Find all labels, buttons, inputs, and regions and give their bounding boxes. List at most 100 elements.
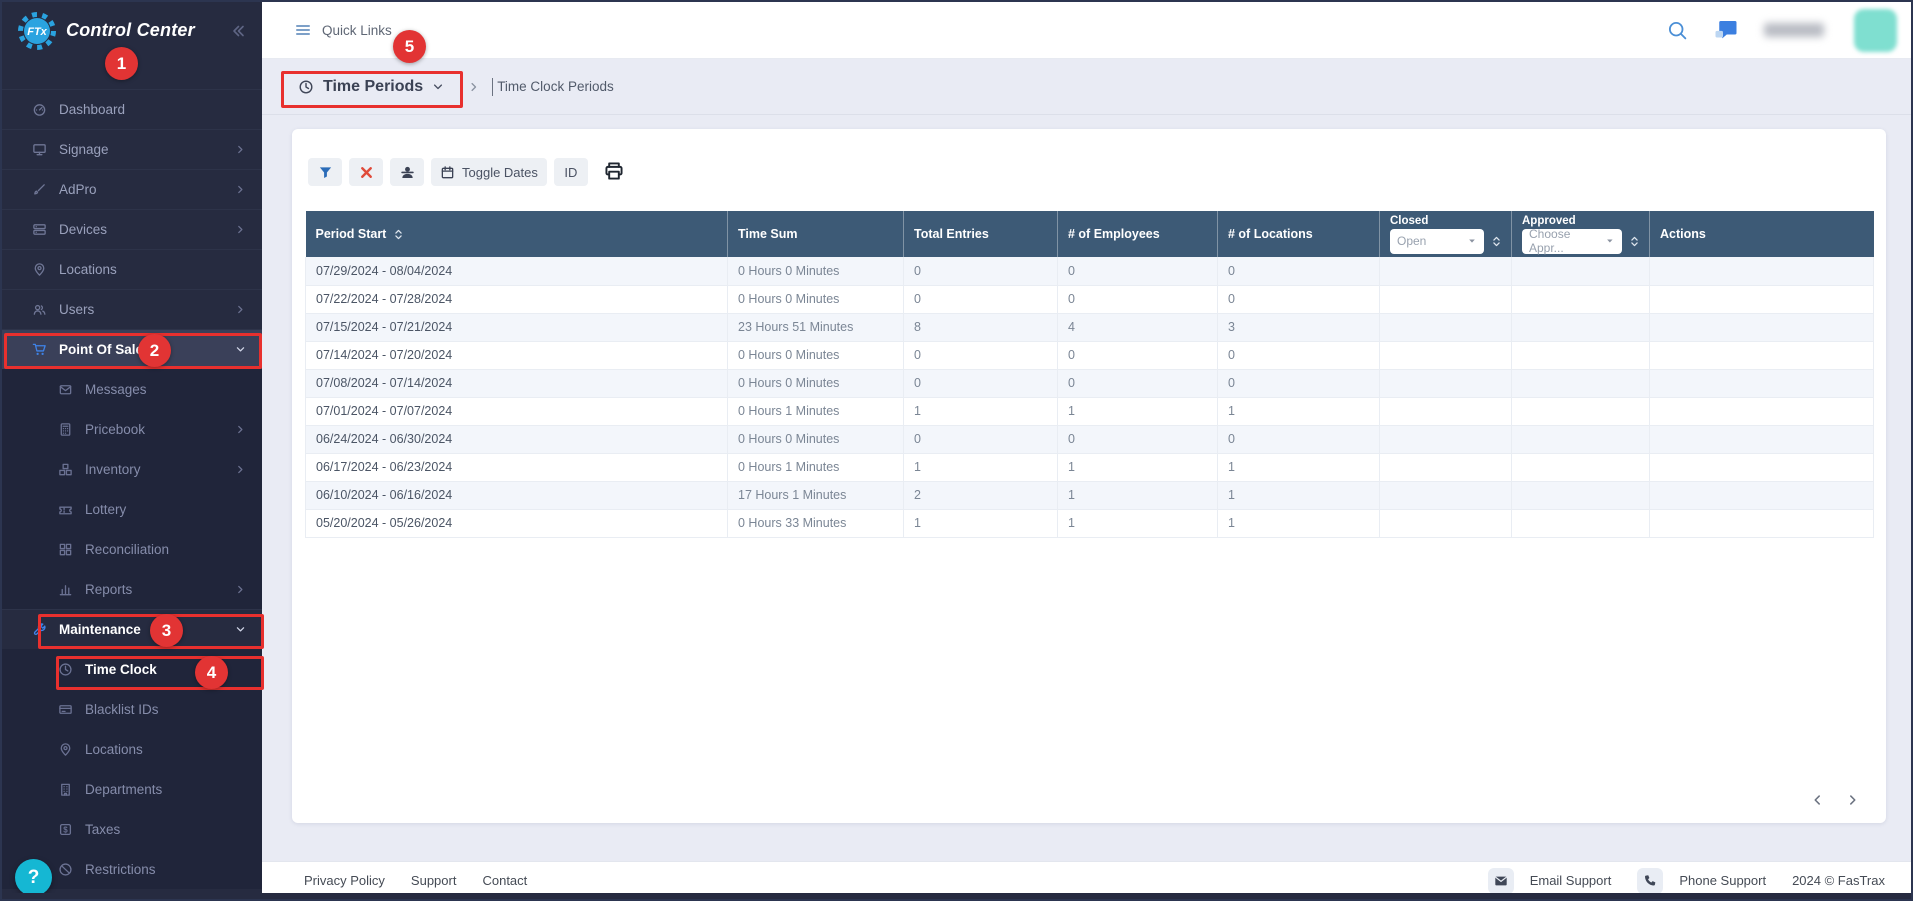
time-periods-table: Period Start Time Sum Total Entries # of… [305, 211, 1874, 538]
approved-filter-select[interactable]: Choose Appr... [1522, 227, 1622, 255]
sidebar-item-taxes[interactable]: $ Taxes [2, 809, 262, 849]
copyright: 2024 © FasTrax [1792, 873, 1885, 888]
actions-cell [1649, 425, 1874, 454]
sidebar-item-label: Departments [85, 781, 163, 797]
sidebar-item-adpro[interactable]: AdPro [2, 169, 262, 209]
next-page-button[interactable] [1846, 789, 1868, 811]
messages-icon [58, 382, 73, 397]
time-clock-periods-card: Toggle Dates ID [292, 129, 1886, 823]
contact-link[interactable]: Contact [482, 873, 528, 888]
sidebar-item-lottery[interactable]: Lottery [2, 489, 262, 529]
closed-cell [1379, 257, 1512, 286]
sidebar-collapse-icon[interactable] [230, 23, 246, 39]
email-support-link[interactable]: Email Support [1529, 873, 1612, 888]
approved-cell [1511, 369, 1650, 398]
employees-cell: 0 [1057, 257, 1218, 286]
closed-cell [1379, 313, 1512, 342]
search-icon[interactable] [1667, 20, 1688, 41]
quick-links-button[interactable]: Quick Links [294, 22, 392, 38]
actions-cell [1649, 369, 1874, 398]
location-icon [58, 742, 73, 757]
table-row[interactable]: 07/22/2024 - 07/28/2024 0 Hours 0 Minutes… [305, 285, 1874, 314]
total-entries-cell: 0 [903, 369, 1058, 398]
time-periods-dropdown[interactable]: Time Periods [294, 72, 454, 102]
approved-sort-icon[interactable] [1628, 235, 1641, 248]
table-row[interactable]: 07/29/2024 - 08/04/2024 0 Hours 0 Minutes… [305, 257, 1874, 286]
time-sum-cell: 0 Hours 1 Minutes [727, 453, 904, 482]
clear-filters-button[interactable] [349, 158, 383, 186]
col-locations: # of Locations [1217, 211, 1380, 257]
locations-cell: 1 [1217, 481, 1380, 510]
privacy-policy-link[interactable]: Privacy Policy [304, 873, 385, 888]
chevron-right-icon [235, 584, 246, 595]
period-start-cell: 07/08/2024 - 07/14/2024 [305, 369, 728, 398]
restrictions-icon [58, 862, 73, 877]
chevron-right-icon [235, 184, 246, 195]
email-support-icon[interactable] [1487, 867, 1514, 894]
chat-icon[interactable] [1714, 18, 1738, 42]
sidebar-item-departments[interactable]: Departments [2, 769, 262, 809]
chevron-right-icon [235, 304, 246, 315]
sidebar-item-label: Locations [59, 262, 117, 277]
actions-cell [1649, 341, 1874, 370]
sidebar-item-label: Blacklist IDs [85, 701, 159, 717]
sidebar-item-pricebook[interactable]: Pricebook [2, 409, 262, 449]
menu-icon [294, 22, 312, 38]
employees-cell: 4 [1057, 313, 1218, 342]
phone-support-icon[interactable] [1637, 867, 1664, 894]
avatar[interactable] [1854, 8, 1897, 52]
time-periods-label: Time Periods [323, 77, 424, 95]
closed-cell [1379, 285, 1512, 314]
sidebar-item-locations[interactable]: Locations [2, 249, 262, 289]
sidebar-item-users[interactable]: Users [2, 289, 262, 329]
closed-sort-icon[interactable] [1490, 235, 1503, 248]
prev-page-button[interactable] [1810, 789, 1832, 811]
sidebar-item-dashboard[interactable]: Dashboard [2, 89, 262, 129]
toggle-dates-button[interactable]: Toggle Dates [431, 158, 547, 186]
sidebar-item-locations[interactable]: Locations [2, 729, 262, 769]
col-time-sum: Time Sum [727, 211, 904, 257]
id-button[interactable]: ID [553, 158, 588, 186]
devices-icon [32, 222, 47, 237]
locations-cell: 0 [1217, 369, 1380, 398]
table-row[interactable]: 06/17/2024 - 06/23/2024 0 Hours 1 Minutes… [305, 453, 1874, 482]
breadcrumb: Time Periods Time Clock Periods [262, 59, 1911, 115]
admin-view-button[interactable] [390, 158, 424, 186]
time-sum-cell: 17 Hours 1 Minutes [727, 481, 904, 510]
table-row[interactable]: 07/01/2024 - 07/07/2024 0 Hours 1 Minutes… [305, 397, 1874, 426]
sidebar-item-maintenance[interactable]: Maintenance [2, 609, 262, 649]
sort-icon [392, 228, 405, 241]
col-actions: Actions [1649, 211, 1874, 257]
sidebar-item-messages[interactable]: Messages [2, 369, 262, 409]
support-link[interactable]: Support [410, 873, 457, 888]
table-row[interactable]: 06/24/2024 - 06/30/2024 0 Hours 0 Minutes… [305, 425, 1874, 454]
approved-cell [1511, 425, 1650, 454]
phone-support-link[interactable]: Phone Support [1679, 873, 1767, 888]
table-row[interactable]: 07/15/2024 - 07/21/2024 23 Hours 51 Minut… [305, 313, 1874, 342]
sidebar-item-time-clock[interactable]: Time Clock [2, 649, 262, 689]
table-row[interactable]: 07/14/2024 - 07/20/2024 0 Hours 0 Minutes… [305, 341, 1874, 370]
table-row[interactable]: 05/20/2024 - 05/26/2024 0 Hours 33 Minute… [305, 509, 1874, 538]
sidebar-item-signage[interactable]: Signage [2, 129, 262, 169]
help-button[interactable]: ? [15, 859, 52, 896]
sidebar-item-label: Restrictions [85, 861, 156, 877]
filter-button[interactable] [308, 158, 342, 186]
sidebar-item-label: Reconciliation [85, 541, 170, 557]
table-row[interactable]: 06/10/2024 - 06/16/2024 17 Hours 1 Minute… [305, 481, 1874, 510]
time-sum-cell: 0 Hours 0 Minutes [727, 285, 904, 314]
sidebar-item-reconciliation[interactable]: Reconciliation [2, 529, 262, 569]
sidebar-item-inventory[interactable]: Inventory [2, 449, 262, 489]
table-row[interactable]: 07/08/2024 - 07/14/2024 0 Hours 0 Minutes… [305, 369, 1874, 398]
col-period-start[interactable]: Period Start [305, 211, 728, 257]
print-button[interactable] [601, 159, 627, 185]
sidebar-item-devices[interactable]: Devices [2, 209, 262, 249]
table-body: 07/29/2024 - 08/04/2024 0 Hours 0 Minutes… [305, 257, 1874, 538]
sidebar-item-blacklist-ids[interactable]: Blacklist IDs [2, 689, 262, 729]
locations-cell: 0 [1217, 425, 1380, 454]
clock-icon [298, 79, 314, 95]
closed-filter-select[interactable]: Open [1390, 228, 1484, 254]
sidebar-item-point-of-sale[interactable]: Point Of Sale [2, 329, 262, 369]
sidebar-item-reports[interactable]: Reports [2, 569, 262, 609]
chevron-right-icon [468, 81, 480, 93]
